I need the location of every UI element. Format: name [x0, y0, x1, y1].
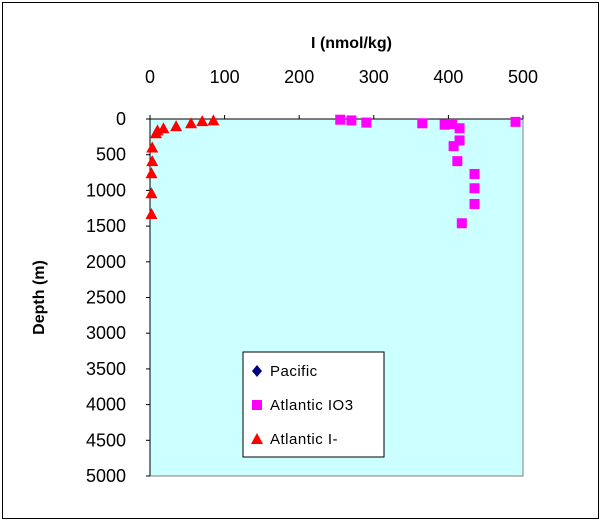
x-tick-label: 100	[210, 67, 240, 87]
data-point-square-marker	[454, 123, 465, 134]
x-tick-label: 500	[508, 67, 538, 87]
y-tick-label: 5000	[86, 466, 126, 486]
data-point-triangle-marker	[145, 167, 158, 179]
data-point-square-marker	[469, 168, 480, 179]
legend-entry-label: Atlantic I-	[270, 431, 338, 448]
x-axis-ticks: 0 100 200 300 400 500	[145, 67, 538, 119]
data-point-triangle-marker	[146, 141, 159, 153]
x-tick-label: 0	[145, 67, 155, 87]
data-point-triangle-marker	[145, 187, 158, 199]
data-point-triangle-marker	[185, 117, 198, 129]
legend-box	[242, 351, 385, 458]
y-tick-label: 500	[96, 145, 126, 165]
data-point-square-marker	[417, 118, 428, 129]
y-tick-label: 4000	[86, 395, 126, 415]
data-point-square-marker	[448, 141, 459, 152]
y-tick-label: 1000	[86, 180, 126, 200]
y-axis-label: Depth (m)	[31, 260, 48, 335]
legend-triangle-icon	[251, 433, 263, 444]
data-point-square-marker	[447, 118, 458, 129]
legend-diamond-icon	[252, 365, 262, 377]
legend-square-icon	[252, 400, 262, 410]
y-tick-label: 2500	[86, 288, 126, 308]
x-tick-label: 400	[433, 67, 463, 87]
data-point-square-marker	[335, 114, 346, 125]
legend-entry-label: Atlantic IO3	[270, 397, 354, 414]
y-axis-ticks: 0 500 1000 1500 2000 2500 3000 3500 4000 4500 5000	[86, 109, 150, 486]
data-point-triangle-marker	[170, 120, 183, 132]
y-tick-label: 0	[116, 109, 126, 129]
y-tick-label: 1500	[86, 216, 126, 236]
x-tick-label: 200	[284, 67, 314, 87]
data-markers	[145, 114, 521, 229]
data-point-triangle-marker	[196, 115, 209, 127]
data-point-triangle-marker	[146, 155, 159, 167]
data-point-triangle-marker	[207, 114, 220, 126]
data-point-square-marker	[510, 116, 521, 127]
data-point-square-marker	[439, 119, 450, 130]
data-point-square-marker	[469, 198, 480, 209]
data-point-square-marker	[361, 117, 372, 128]
data-point-square-marker	[469, 183, 480, 194]
y-tick-label: 3000	[86, 323, 126, 343]
data-point-square-marker	[454, 135, 465, 146]
data-point-square-marker	[346, 115, 357, 126]
legend: Pacific Atlantic IO3 Atlantic I-	[242, 351, 385, 458]
data-point-square-marker	[456, 218, 467, 229]
y-tick-label: 2000	[86, 252, 126, 272]
data-point-triangle-marker	[149, 127, 162, 139]
data-point-square-marker	[452, 156, 463, 167]
data-point-triangle-marker	[145, 207, 158, 219]
x-axis-label: I (nmol/kg)	[311, 35, 392, 52]
y-tick-label: 4500	[86, 430, 126, 450]
legend-entry-label: Pacific	[270, 363, 318, 380]
x-tick-label: 300	[359, 67, 389, 87]
y-tick-label: 3500	[86, 359, 126, 379]
